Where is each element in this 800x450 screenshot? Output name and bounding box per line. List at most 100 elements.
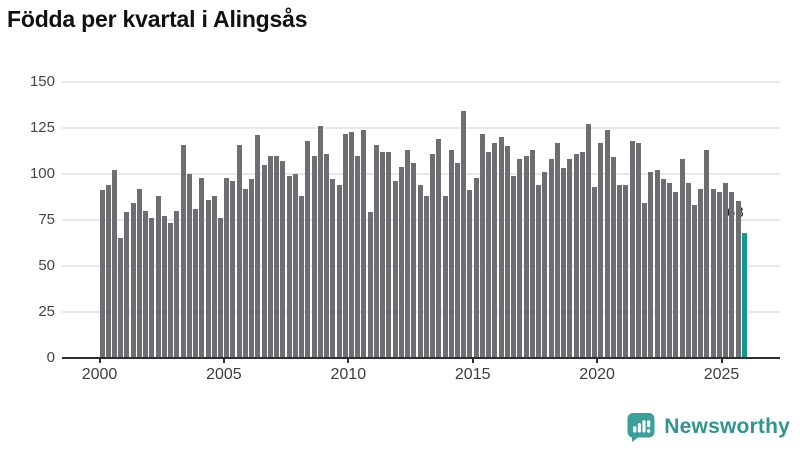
bar <box>498 137 504 358</box>
bar <box>436 139 442 358</box>
bar <box>735 201 741 358</box>
bar <box>342 133 348 358</box>
bar <box>492 142 498 358</box>
bar <box>554 142 560 358</box>
bar <box>704 150 710 358</box>
bar <box>130 203 136 358</box>
bar <box>405 150 411 358</box>
bar <box>473 177 479 358</box>
bar <box>118 238 124 358</box>
x-axis-line <box>62 356 780 359</box>
bar <box>442 195 448 358</box>
bar <box>467 190 473 358</box>
x-axis-tick <box>596 358 599 363</box>
bar <box>486 151 492 358</box>
y-axis-tick-label: 150 <box>29 73 55 91</box>
bar <box>592 186 598 358</box>
bar <box>729 192 735 358</box>
bar <box>211 195 217 358</box>
bar <box>561 168 567 358</box>
bar <box>317 126 323 358</box>
bar <box>105 184 111 358</box>
newsworthy-wordmark: Newsworthy <box>664 415 790 438</box>
bar <box>174 210 180 358</box>
bar <box>261 164 267 358</box>
x-axis-tick <box>98 358 101 363</box>
bar <box>136 188 142 358</box>
bar <box>392 181 398 358</box>
bar <box>236 144 242 358</box>
x-axis-tick <box>222 358 225 363</box>
bar <box>698 188 704 358</box>
bar <box>667 183 673 358</box>
bar <box>373 144 379 358</box>
bar <box>692 205 697 358</box>
bar <box>280 161 286 358</box>
y-axis-tick-label: 0 <box>46 348 55 366</box>
bar <box>230 181 236 358</box>
bar <box>642 203 648 358</box>
bar <box>679 159 685 358</box>
bar <box>579 151 585 358</box>
bar <box>430 153 436 358</box>
bar <box>517 159 523 358</box>
bar <box>598 142 604 358</box>
bar <box>504 146 510 358</box>
bar-highlighted <box>741 232 747 358</box>
bar <box>205 199 211 358</box>
bar <box>99 190 105 358</box>
x-axis-tick-label: 2025 <box>703 366 740 383</box>
bar <box>660 179 666 358</box>
x-axis-tick-label: 2005 <box>206 366 242 383</box>
x-axis-tick <box>471 358 474 363</box>
y-axis-tick-label: 50 <box>38 256 55 274</box>
bar <box>629 140 635 358</box>
bar <box>168 223 174 358</box>
bar <box>255 135 261 358</box>
bar <box>411 162 417 358</box>
bar <box>567 159 573 358</box>
gridline <box>62 172 780 175</box>
bar <box>180 144 186 358</box>
bar <box>536 184 542 358</box>
bar <box>710 188 716 358</box>
bar <box>311 155 317 358</box>
gridline <box>62 81 780 84</box>
bar <box>604 129 610 358</box>
bar <box>348 131 354 358</box>
bar <box>417 184 423 358</box>
bar <box>292 173 298 358</box>
y-axis-tick-label: 25 <box>38 302 55 320</box>
newsworthy-chart-bubble-icon <box>627 413 655 442</box>
bar <box>305 140 311 358</box>
bar <box>249 179 255 358</box>
y-axis-tick-label: 125 <box>29 119 55 136</box>
x-axis-tick <box>347 358 350 363</box>
bar <box>529 150 535 358</box>
chart-title: Födda per kvartal i Alingsås <box>7 6 308 32</box>
bar <box>330 179 336 358</box>
bar <box>218 217 223 358</box>
bar <box>186 173 192 358</box>
bar <box>548 159 554 358</box>
bar <box>648 172 654 358</box>
bar <box>155 195 161 358</box>
bar <box>542 172 548 358</box>
bar <box>149 217 155 358</box>
x-axis-tick <box>720 358 723 363</box>
bar <box>386 151 392 358</box>
bar <box>224 177 230 358</box>
bar <box>573 153 579 358</box>
bar <box>723 183 729 358</box>
bar <box>361 129 367 358</box>
bar <box>324 153 330 358</box>
y-axis-tick-label: 100 <box>29 164 55 182</box>
bar <box>193 208 199 358</box>
x-axis-tick-label: 2015 <box>454 366 491 383</box>
bar <box>623 184 629 358</box>
x-axis-tick-label: 2020 <box>579 366 615 383</box>
bar <box>511 175 517 358</box>
bar <box>423 195 429 358</box>
bar <box>585 124 591 358</box>
